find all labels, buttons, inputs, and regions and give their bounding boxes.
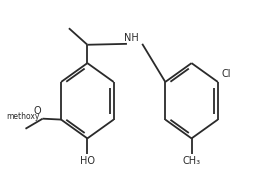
Text: HO: HO	[80, 156, 95, 166]
Text: methoxy: methoxy	[7, 112, 40, 121]
Text: NH: NH	[124, 33, 138, 43]
Text: Cl: Cl	[222, 69, 231, 79]
Text: CH₃: CH₃	[182, 156, 201, 166]
Text: O: O	[34, 106, 41, 116]
